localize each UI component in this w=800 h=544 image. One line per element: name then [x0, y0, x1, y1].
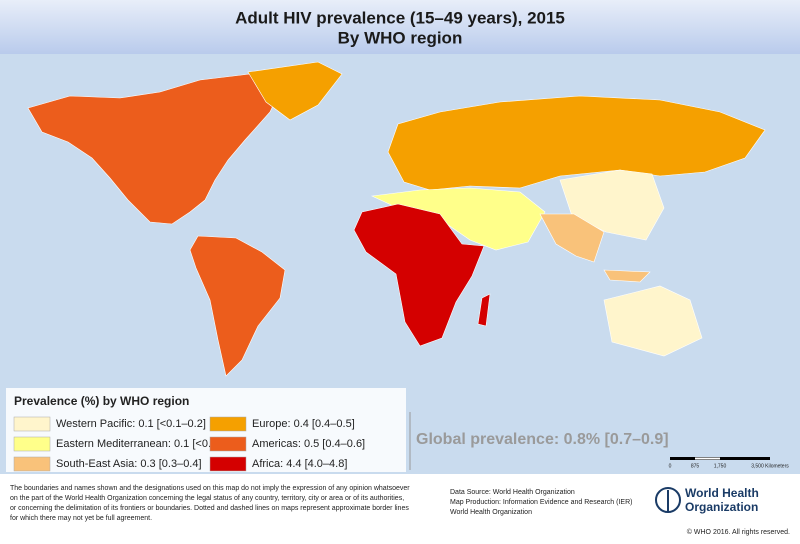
disclaimer-line: The boundaries and names shown and the d…: [10, 485, 410, 492]
legend-swatch: [209, 436, 247, 452]
legend-swatch: [13, 456, 51, 472]
legend-label: Americas: 0.5 [0.4–0.6]: [252, 438, 365, 450]
americas-north: [27, 73, 286, 225]
legend-swatch: [13, 436, 51, 452]
source: Data Source: World Health Organization M…: [450, 489, 632, 516]
legend-label: Africa: 4.4 [4.0–4.8]: [252, 458, 347, 470]
disclaimer-line: or concerning the delimitation of its fr…: [10, 505, 409, 512]
copyright: © WHO 2016. All rights reserved.: [687, 528, 790, 536]
legend-label: South-East Asia: 0.3 [0.3–0.4]: [56, 458, 202, 470]
indonesia: [603, 269, 651, 283]
disclaimer-line: for which there may not yet be full agre…: [10, 515, 152, 522]
legend-swatch: [209, 456, 247, 472]
legend-label: Eastern Mediterranean: 0.1 [<0.1–0.2]: [56, 438, 242, 450]
scale-bar: 0 875 1,750 3,500 Kilometers: [669, 457, 789, 469]
title: Adult HIV prevalence (15–49 years), 2015: [235, 8, 565, 27]
legend-label: Western Pacific: 0.1 [<0.1–0.2]: [56, 418, 206, 430]
subtitle: By WHO region: [338, 28, 463, 47]
source-line: World Health Organization: [450, 509, 532, 516]
source-line: Map Production: Information Evidence and…: [450, 499, 632, 506]
south-east-asia: [539, 213, 605, 263]
global-prevalence: Global prevalence: 0.8% [0.7–0.9]: [416, 431, 669, 448]
scale-label: 875: [691, 463, 700, 469]
legend-label: Europe: 0.4 [0.4–0.5]: [252, 418, 355, 430]
australia: [603, 285, 703, 357]
legend-box: [6, 388, 406, 472]
legend-swatch: [209, 416, 247, 432]
legend-swatch: [13, 416, 51, 432]
scale-label: 0: [669, 463, 672, 469]
header-band: [0, 0, 800, 54]
legend: Western Pacific: 0.1 [<0.1–0.2] Eastern M…: [13, 416, 365, 472]
who-logo: World Health Organization: [655, 486, 759, 514]
africa: [353, 203, 485, 347]
source-line: Data Source: World Health Organization: [450, 489, 575, 496]
disclaimer-line: on the part of the World Health Organiza…: [10, 495, 404, 502]
legend-title: Prevalence (%) by WHO region: [14, 394, 189, 408]
land: [27, 61, 766, 377]
logo-text: World Health: [685, 486, 759, 500]
disclaimer: The boundaries and names shown and the d…: [10, 485, 410, 522]
europe: [387, 95, 766, 191]
americas-south: [189, 235, 286, 377]
scale-label: 3,500 Kilometers: [751, 463, 789, 469]
madagascar: [477, 293, 491, 327]
logo-text: Organization: [685, 500, 758, 514]
greenland: [247, 61, 343, 121]
scale-bar-gap: [695, 457, 720, 460]
scale-label: 1,750: [714, 463, 727, 469]
